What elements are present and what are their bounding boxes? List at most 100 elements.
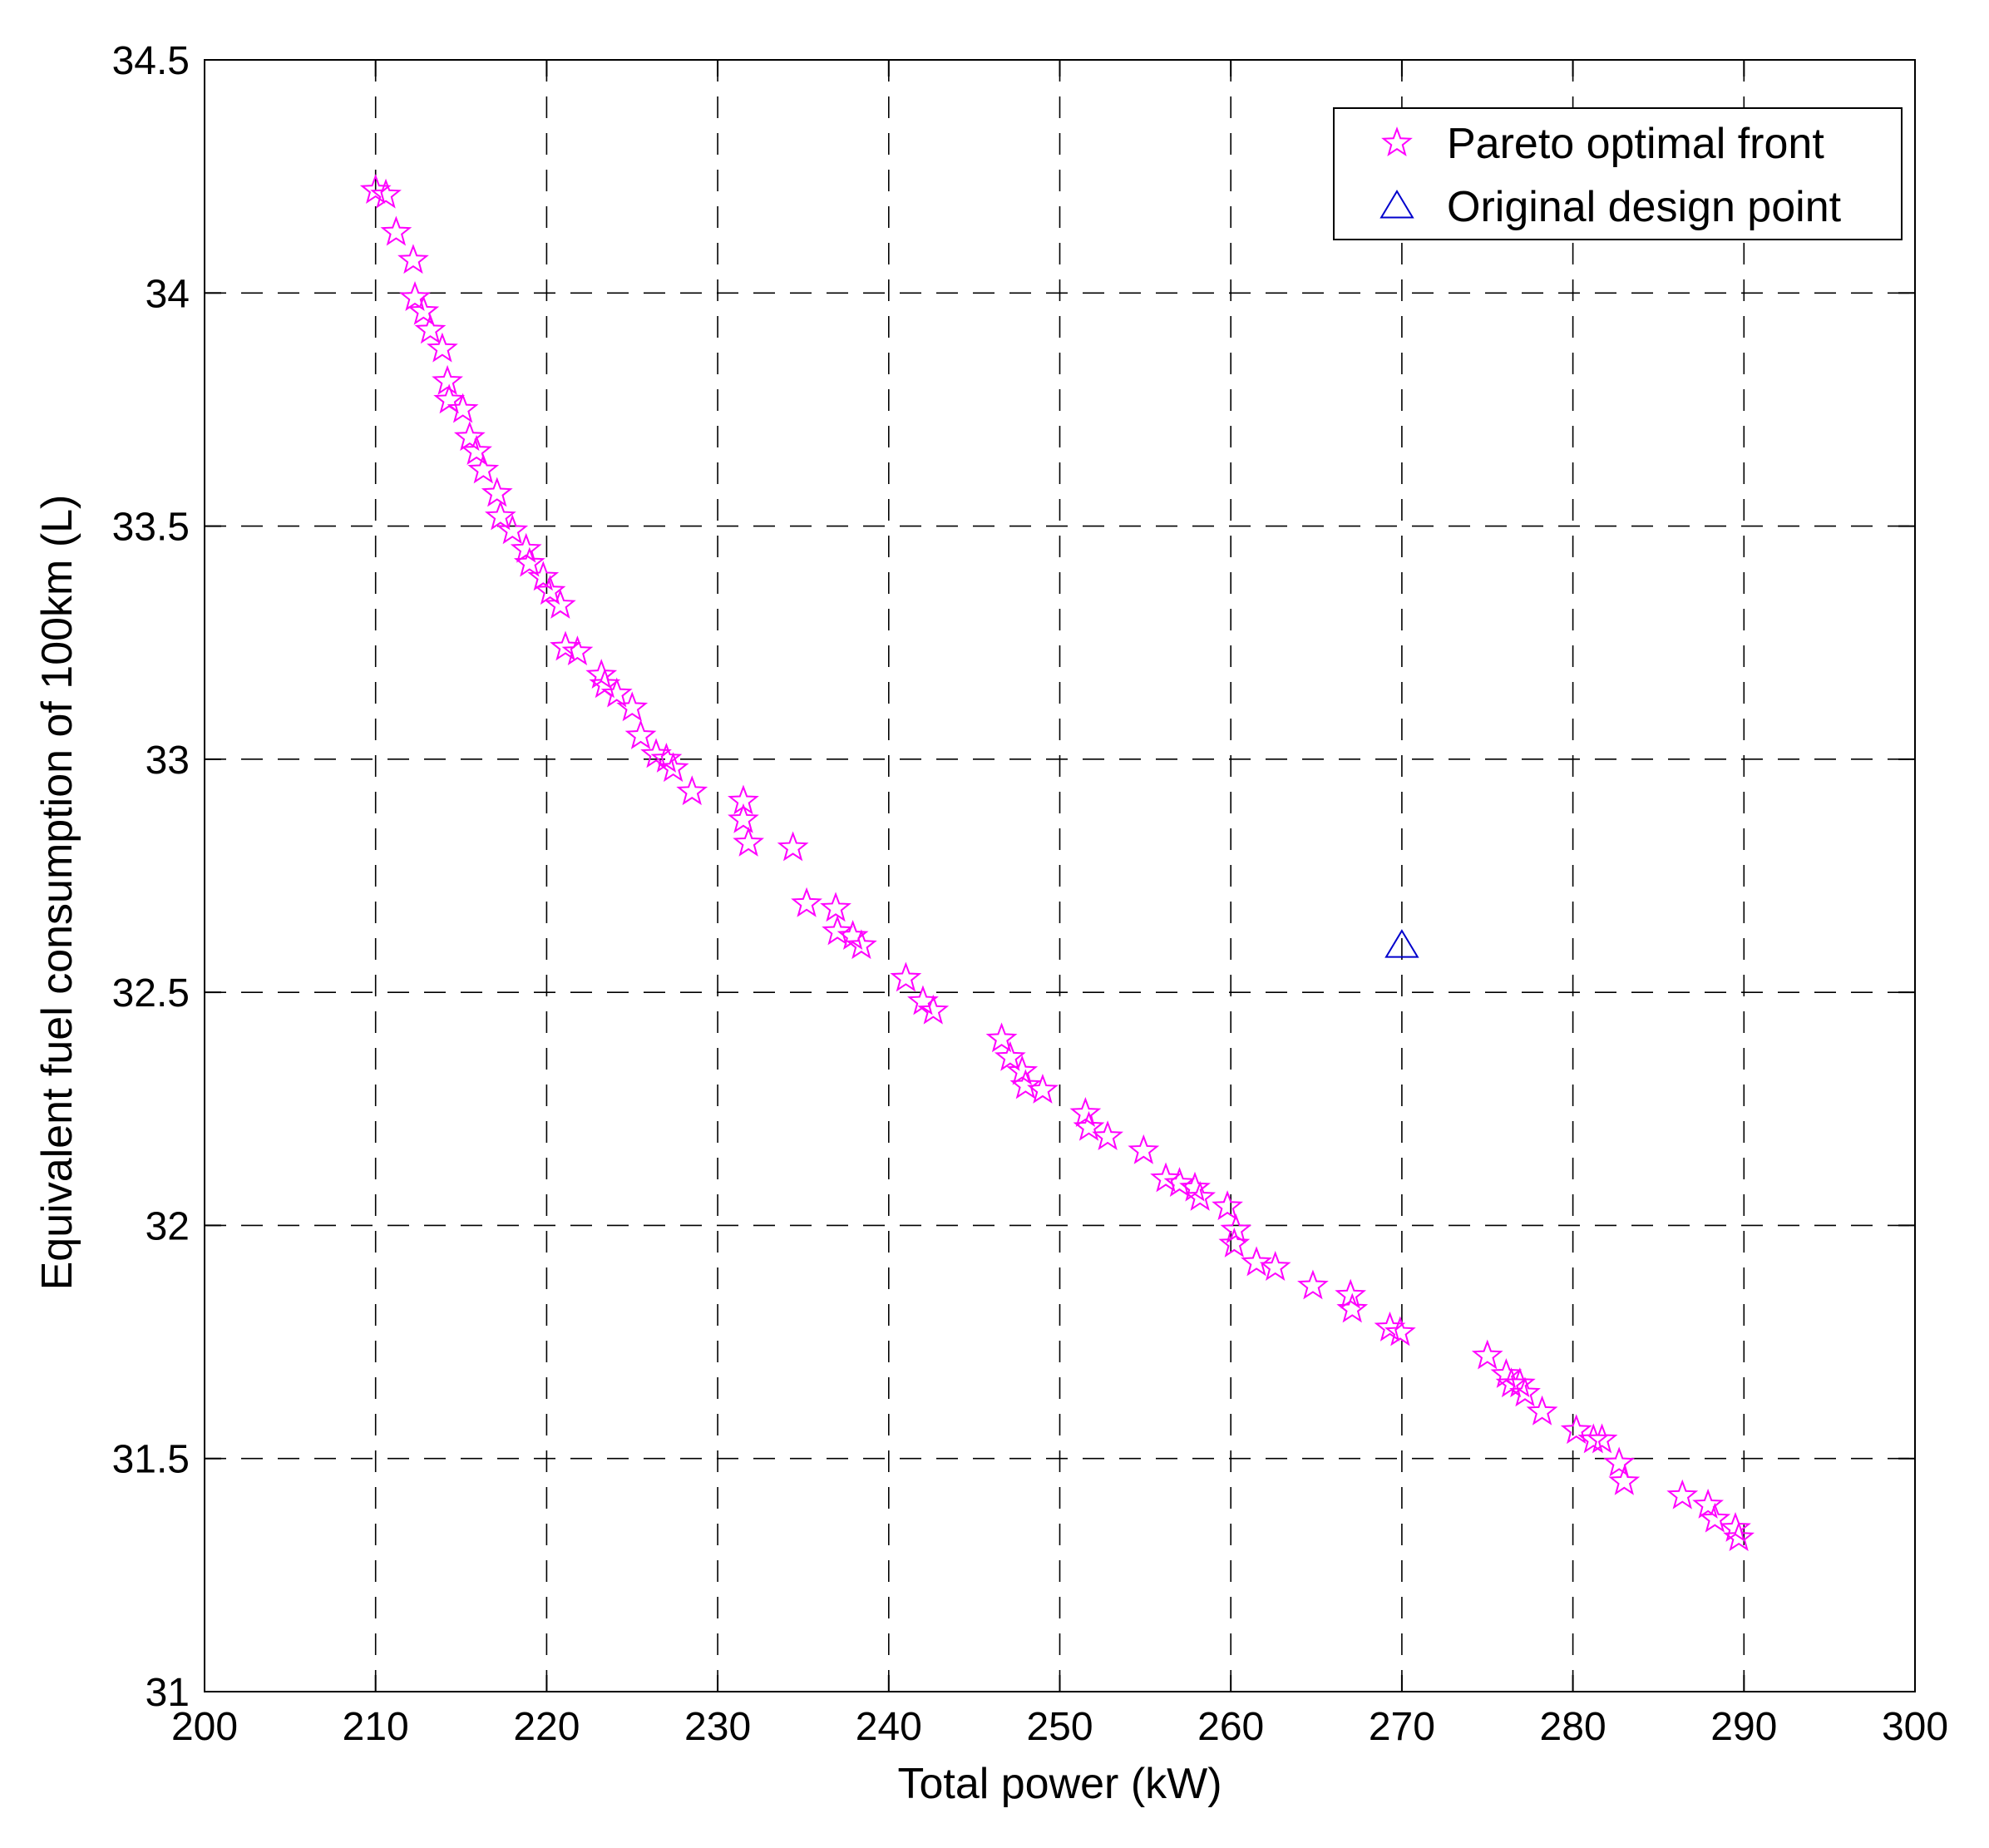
legend-label-original: Original design point [1447, 183, 1842, 231]
x-tick-label: 260 [1197, 1705, 1264, 1749]
pareto-point [433, 383, 466, 414]
y-tick-label: 31.5 [112, 1438, 190, 1482]
pareto-point [733, 826, 765, 857]
pareto-point [777, 831, 809, 862]
triangle-icon [1379, 190, 1414, 219]
pareto-point [397, 244, 429, 274]
pareto-point [1692, 1488, 1724, 1519]
x-tick-label: 270 [1369, 1705, 1435, 1749]
pareto-point [513, 546, 545, 577]
pareto-point [1471, 1339, 1503, 1370]
pareto-point [534, 575, 566, 605]
pareto-point [1495, 1367, 1528, 1398]
pareto-point [846, 929, 877, 960]
pareto-point [370, 178, 402, 209]
pareto-point [1297, 1269, 1329, 1300]
pareto-point [657, 752, 689, 783]
pareto-point [837, 920, 869, 950]
pareto-point [1073, 1110, 1105, 1141]
pareto-point [1092, 1120, 1123, 1150]
pareto-point [1218, 1227, 1251, 1258]
pareto-point [1720, 1511, 1751, 1542]
pareto-point [481, 477, 513, 507]
y-tick-label: 32 [146, 1204, 190, 1248]
pareto-point [544, 589, 576, 619]
x-tick-label: 240 [856, 1705, 922, 1749]
pareto-point [1179, 1171, 1211, 1202]
pareto-point [624, 719, 657, 749]
pareto-point [561, 635, 594, 665]
legend-triangle-icon [1379, 190, 1414, 219]
pareto-point [1006, 1055, 1039, 1085]
pareto-point [1241, 1246, 1272, 1277]
legend-star-icon [1381, 126, 1413, 157]
pareto-point [1560, 1414, 1592, 1445]
pareto-point [640, 738, 672, 768]
pareto-point [510, 532, 542, 563]
pareto-point [1027, 1074, 1059, 1104]
pareto-point [496, 514, 529, 545]
y-tick-label: 31 [146, 1671, 190, 1715]
x-tick-labels: 200 210 220 230 240 250 260 270 280 290 300 [171, 1705, 1948, 1749]
pareto-point [1608, 1465, 1641, 1495]
pareto-point [1503, 1367, 1536, 1398]
original-design-point [1384, 929, 1419, 958]
star-icon [1381, 126, 1413, 157]
y-tick-labels: 31 31.5 32 32.5 33 33.5 34 34.5 [112, 39, 190, 1715]
pareto-point [432, 364, 463, 395]
pareto-point [1603, 1446, 1636, 1477]
pareto-point [676, 775, 708, 806]
pareto-point [461, 435, 492, 465]
pareto-point [527, 561, 560, 591]
pareto-point [822, 915, 853, 946]
pareto-point [1069, 1097, 1102, 1127]
grid-lines [205, 60, 1915, 1692]
y-tick-label: 33 [146, 739, 190, 783]
pareto-point [1374, 1311, 1406, 1342]
pareto-point [467, 453, 500, 484]
pareto-point [359, 174, 392, 205]
pareto-point [650, 743, 683, 773]
pareto-point [616, 691, 649, 722]
pareto-point [1212, 1190, 1243, 1221]
pareto-point [890, 961, 922, 992]
pareto-point [407, 294, 440, 325]
pareto-point [453, 421, 486, 452]
y-tick-label: 34.5 [112, 39, 190, 83]
pareto-point [380, 215, 412, 246]
pareto-point [1526, 1395, 1558, 1426]
x-tick-label: 210 [343, 1705, 409, 1749]
pareto-point [1577, 1423, 1610, 1454]
data-points [359, 174, 1755, 1552]
x-tick-label: 280 [1540, 1705, 1606, 1749]
pareto-point [1723, 1521, 1755, 1552]
y-tick-label: 34 [146, 272, 190, 316]
pareto-point [1163, 1167, 1196, 1198]
pareto-point [585, 659, 618, 689]
y-tick-label: 32.5 [112, 971, 190, 1015]
x-tick-label: 200 [171, 1705, 238, 1749]
pareto-point [1128, 1134, 1160, 1164]
pareto-point [484, 500, 516, 531]
x-tick-label: 290 [1710, 1705, 1777, 1749]
pareto-point [728, 803, 759, 833]
pareto-point [1336, 1292, 1369, 1323]
pareto-point [1666, 1479, 1699, 1510]
pareto-point [1259, 1251, 1291, 1281]
y-tick-label: 33.5 [112, 506, 190, 550]
pareto-point [600, 677, 633, 708]
legend: Pareto optimal front Original design poi… [1333, 107, 1903, 240]
pareto-point [1699, 1502, 1731, 1533]
y-axis-label: Equivalent fuel consumption of 100km (L) [33, 495, 81, 1291]
pareto-point [1586, 1423, 1618, 1454]
pareto-point [1184, 1180, 1217, 1211]
pareto-point [994, 1040, 1026, 1071]
pareto-point [399, 281, 431, 311]
x-tick-label: 300 [1882, 1705, 1948, 1749]
pareto-point [427, 332, 458, 363]
pareto-point [1490, 1357, 1523, 1388]
legend-label-pareto: Pareto optimal front [1447, 120, 1824, 168]
pareto-point [1509, 1376, 1541, 1407]
